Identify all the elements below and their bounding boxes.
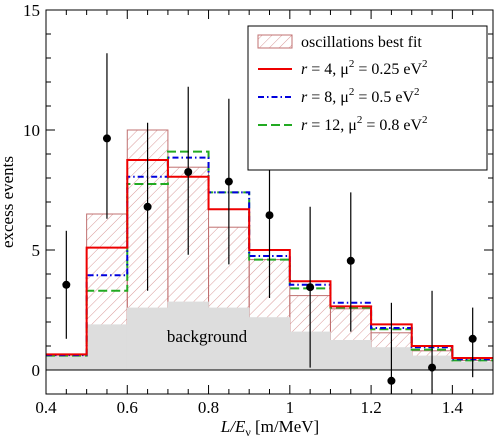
y-tick-label: 10 [23,121,40,140]
background-bar [167,301,209,370]
x-tick-label: 0.6 [117,398,138,417]
y-tick-label: 0 [32,361,41,380]
data-point [62,280,71,289]
y-tick-label: 15 [23,1,40,20]
data-point [468,334,477,343]
background-bar [208,307,250,370]
y-tick-label: 5 [32,241,41,260]
background-bar [46,355,87,370]
data-point [143,202,152,211]
x-tick-label: 0.8 [198,398,219,417]
legend-label-1: r = 4, μ2 = 0.25 eV2 [301,58,428,78]
plot-area [46,53,493,394]
background-annotation: background [167,327,248,346]
data-point [265,211,274,220]
data-point [306,283,315,292]
legend-swatch-best-fit [257,34,293,49]
x-tick-label: 0.4 [35,398,57,417]
legend-label-3: r = 12, μ2 = 0.8 eV2 [301,114,428,134]
y-axis-label: excess events [0,156,17,248]
data-point [346,256,355,265]
data-point [184,168,193,176]
x-axis-label: L/Eν [m/MeV] [220,417,319,439]
data-point [387,376,396,385]
background-bar [86,324,128,370]
data-point [102,134,111,143]
x-tick-label: 1.2 [360,398,381,417]
legend-label-best-fit: oscillations best fit [301,34,422,51]
background-bar [330,340,372,370]
x-tick-label: 1 [286,398,295,417]
background-bar [248,317,291,370]
x-tick-label: 1.4 [442,398,464,417]
legend: oscillations best fit r = 4, μ2 = 0.25 e… [247,25,488,171]
data-point [224,177,233,186]
background-bar [126,307,169,370]
axis-ticks: 0.4 0.6 0.8 1 1.2 1.4 0 5 10 15 [23,1,494,417]
data-point [428,363,437,372]
legend-label-2: r = 8, μ2 = 0.5 eV2 [301,86,420,106]
